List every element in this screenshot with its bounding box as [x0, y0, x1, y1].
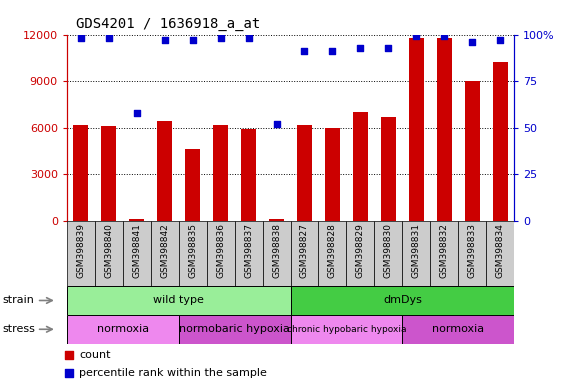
Text: GSM398831: GSM398831 — [412, 223, 421, 278]
Text: percentile rank within the sample: percentile rank within the sample — [79, 367, 267, 377]
Bar — [67, 221, 95, 286]
Text: count: count — [79, 350, 110, 360]
Text: GSM398834: GSM398834 — [496, 223, 505, 278]
Bar — [346, 221, 374, 286]
Text: stress: stress — [3, 324, 36, 334]
Bar — [73, 124, 88, 221]
Bar — [129, 219, 145, 221]
Text: GSM398828: GSM398828 — [328, 223, 337, 278]
Text: GSM398839: GSM398839 — [76, 223, 85, 278]
Point — [188, 37, 198, 43]
Point — [76, 35, 85, 41]
Bar — [241, 129, 256, 221]
Text: GSM398833: GSM398833 — [468, 223, 477, 278]
Point — [272, 121, 281, 127]
Bar — [325, 127, 340, 221]
Point — [216, 35, 225, 41]
Text: GSM398829: GSM398829 — [356, 223, 365, 278]
Text: strain: strain — [3, 295, 35, 306]
Text: GSM398837: GSM398837 — [244, 223, 253, 278]
Bar — [318, 221, 346, 286]
Text: normobaric hypoxia: normobaric hypoxia — [179, 324, 290, 334]
Bar — [465, 81, 480, 221]
Point — [65, 352, 74, 358]
Bar — [179, 315, 290, 344]
Point — [383, 45, 393, 51]
Text: GSM398832: GSM398832 — [440, 223, 449, 278]
Bar — [263, 221, 290, 286]
Text: GSM398827: GSM398827 — [300, 223, 309, 278]
Bar — [290, 221, 318, 286]
Text: GSM398842: GSM398842 — [160, 223, 169, 278]
Bar — [185, 149, 200, 221]
Point — [468, 39, 477, 45]
Point — [132, 110, 141, 116]
Bar — [269, 219, 284, 221]
Text: GSM398835: GSM398835 — [188, 223, 197, 278]
Point — [356, 45, 365, 51]
Bar — [381, 117, 396, 221]
Bar — [235, 221, 263, 286]
Bar — [95, 221, 123, 286]
Bar — [486, 221, 514, 286]
Text: chronic hypobaric hypoxia: chronic hypobaric hypoxia — [286, 325, 406, 334]
Bar — [290, 315, 403, 344]
Bar — [101, 126, 116, 221]
Bar — [403, 221, 431, 286]
Bar — [213, 124, 228, 221]
Point — [104, 35, 113, 41]
Text: GSM398830: GSM398830 — [384, 223, 393, 278]
Text: dmDys: dmDys — [383, 295, 422, 306]
Bar — [157, 121, 173, 221]
Point — [412, 33, 421, 40]
Point — [440, 33, 449, 40]
Text: normoxia: normoxia — [432, 324, 485, 334]
Point — [160, 37, 169, 43]
Bar — [207, 221, 235, 286]
Bar — [436, 38, 452, 221]
Text: GSM398838: GSM398838 — [272, 223, 281, 278]
Bar — [123, 221, 150, 286]
Text: wild type: wild type — [153, 295, 204, 306]
Bar — [150, 221, 179, 286]
Bar — [408, 38, 424, 221]
Point — [300, 48, 309, 55]
Text: normoxia: normoxia — [96, 324, 149, 334]
Point — [328, 48, 337, 55]
Bar — [179, 221, 207, 286]
Bar — [67, 315, 179, 344]
Text: GSM398841: GSM398841 — [132, 223, 141, 278]
Bar — [403, 315, 514, 344]
Bar — [458, 221, 486, 286]
Bar — [431, 221, 458, 286]
Bar — [297, 124, 312, 221]
Text: GSM398836: GSM398836 — [216, 223, 225, 278]
Bar — [353, 112, 368, 221]
Bar — [374, 221, 403, 286]
Point — [65, 369, 74, 376]
Bar — [290, 286, 514, 315]
Text: GDS4201 / 1636918_a_at: GDS4201 / 1636918_a_at — [76, 17, 260, 31]
Text: GSM398840: GSM398840 — [104, 223, 113, 278]
Bar — [67, 286, 290, 315]
Point — [244, 35, 253, 41]
Bar — [493, 63, 508, 221]
Point — [496, 37, 505, 43]
